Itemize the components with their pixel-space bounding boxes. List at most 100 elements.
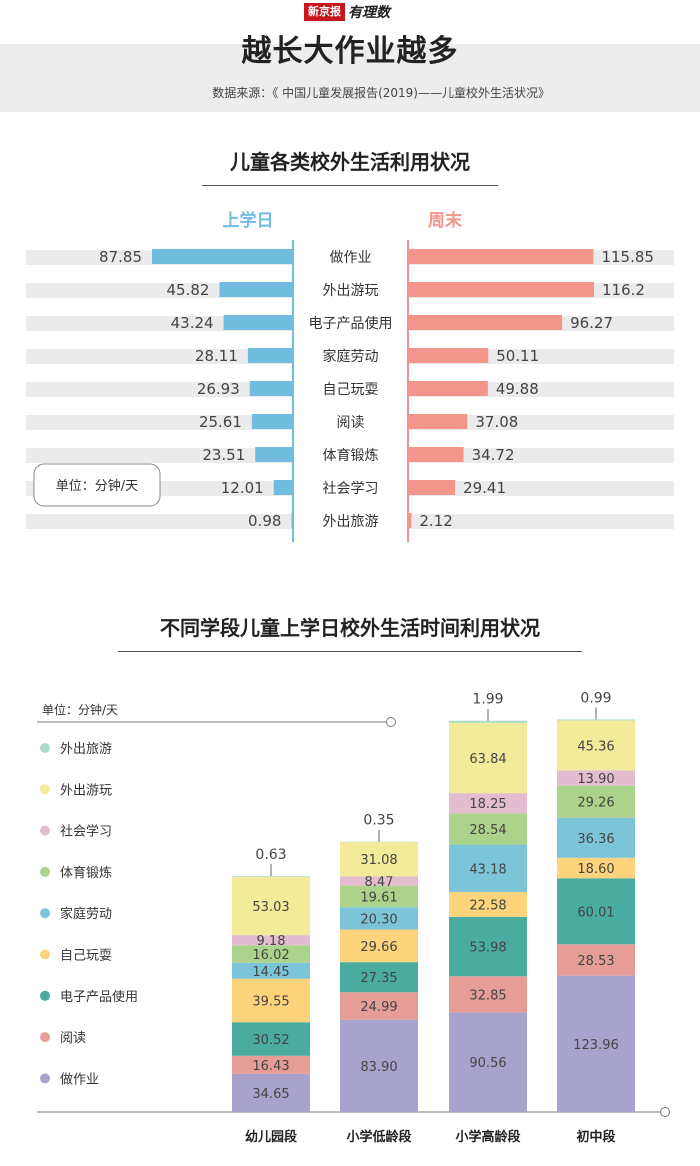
legend-swatch: [40, 743, 50, 753]
category-label: 体育锻炼: [323, 448, 379, 464]
segment-label: 18.25: [469, 797, 506, 812]
stack-segment: [232, 962, 310, 979]
legend-label: 阅读: [60, 1031, 86, 1046]
chart2-title: 不同学段儿童上学日校外生活时间利用状况: [160, 616, 540, 640]
value-label-weekend: 50.11: [496, 347, 539, 365]
segment-label: 29.66: [360, 940, 397, 955]
segment-label: 45.36: [577, 739, 614, 754]
bar-weekend: [408, 513, 412, 528]
stack-segment: [232, 1022, 310, 1056]
legend-swatch: [40, 908, 50, 919]
segment-label: 14.45: [252, 965, 289, 980]
stack-segment: [340, 876, 418, 886]
page-title: 越长大作业越多: [241, 34, 459, 69]
group-label: 初中段: [576, 1129, 615, 1145]
segment-label: 123.96: [573, 1038, 619, 1053]
segment-label: 13.90: [577, 772, 614, 787]
row-track-right: [408, 514, 674, 529]
segment-label: 27.35: [360, 971, 397, 986]
legend-swatch: [40, 784, 50, 795]
stack-segment: [232, 1055, 310, 1074]
bar-weekday: [152, 249, 293, 264]
bar-weekend: [408, 315, 563, 330]
legend-label: 社会学习: [60, 824, 112, 840]
logo: 新京报 有理数: [304, 3, 390, 21]
row-track-left: [26, 514, 293, 529]
category-label: 外出旅游: [323, 514, 379, 530]
stack-segment: [557, 720, 635, 771]
stack-segment: [340, 907, 418, 930]
value-label-weekend: 49.88: [496, 380, 539, 398]
top-callout-label: 0.35: [363, 813, 394, 829]
group-label: 小学高龄段: [455, 1129, 520, 1145]
stack-segment: [232, 945, 310, 963]
group-label: 幼儿园段: [245, 1129, 297, 1145]
value-label-weekend: 34.72: [472, 446, 515, 464]
segment-label: 28.53: [577, 954, 614, 969]
row-track-left: [26, 448, 293, 463]
legend-label: 电子产品使用: [60, 989, 138, 1005]
unit-note: 单位：分钟/天: [56, 478, 138, 494]
stack-segment: [557, 770, 635, 786]
value-label-weekend: 116.2: [602, 281, 645, 299]
stack-segment: [557, 719, 635, 721]
segment-label: 43.18: [469, 862, 506, 877]
legend-label: 家庭劳动: [60, 906, 112, 922]
bar-weekend: [408, 282, 594, 297]
stack-segment: [340, 962, 418, 993]
stack-segment: [449, 916, 527, 977]
value-label-weekday: 87.85: [99, 248, 142, 266]
segment-label: 83.90: [360, 1060, 397, 1075]
legend-swatch: [40, 990, 50, 1001]
segment-label: 39.55: [252, 994, 289, 1009]
bar-weekday: [273, 480, 293, 495]
value-label-weekday: 23.51: [202, 446, 245, 464]
category-label: 阅读: [337, 414, 365, 431]
stack-segment: [340, 929, 418, 963]
category-label: 外出游玩: [323, 283, 379, 299]
top-callout-label: 1.99: [472, 692, 503, 708]
bar-weekend: [408, 480, 456, 495]
segment-label: 30.52: [252, 1033, 289, 1048]
chart1-title-rule: [202, 185, 498, 186]
value-label-weekday: 12.01: [221, 479, 264, 497]
legend-label: 外出游玩: [60, 783, 112, 798]
chart1-svg: 上学日 周末 87.85 115.85 做作业 45.82 116.2 外出游玩 43.24 96…: [26, 210, 674, 542]
stack-segment: [449, 976, 527, 1013]
segment-label: 60.01: [577, 905, 614, 920]
legend-swatch: [40, 866, 50, 877]
stack-segment: [557, 817, 635, 858]
value-label-weekday: 25.61: [199, 413, 242, 431]
row-track-right: [408, 415, 674, 430]
bar-weekend: [408, 447, 464, 462]
segment-label: 19.61: [360, 890, 397, 905]
series-header-weekend: 周末: [428, 210, 463, 231]
group-label: 小学低龄段: [346, 1129, 411, 1145]
stack-segment: [449, 813, 527, 845]
value-label-weekend: 96.27: [570, 314, 613, 332]
stack-segment: [340, 842, 418, 877]
stack-segment: [449, 722, 527, 794]
legend-label: 做作业: [60, 1072, 99, 1087]
stack-segment: [557, 878, 635, 945]
stack-segment: [340, 1019, 418, 1112]
segment-label: 53.98: [469, 941, 506, 956]
segment-label: 20.30: [360, 912, 397, 927]
segment-label: 16.43: [252, 1059, 289, 1074]
chart2-title-rule: [118, 651, 582, 652]
stack-segment: [232, 876, 310, 936]
legend-label: 自己玩耍: [60, 949, 112, 964]
segment-label: 32.85: [469, 988, 506, 1003]
segment-label: 90.56: [469, 1056, 506, 1071]
bar-weekday: [219, 282, 293, 297]
top-callout-label: 0.63: [255, 847, 286, 863]
value-label-weekend: 115.85: [601, 248, 654, 266]
category-label: 家庭劳动: [323, 348, 379, 365]
row-track-right: [408, 448, 674, 463]
value-label-weekend: 37.08: [475, 413, 518, 431]
segment-label: 8.47: [365, 875, 394, 890]
value-label-weekday: 0.98: [248, 512, 281, 530]
logo-script: 有理数: [348, 5, 390, 21]
category-label: 自己玩耍: [323, 382, 379, 398]
